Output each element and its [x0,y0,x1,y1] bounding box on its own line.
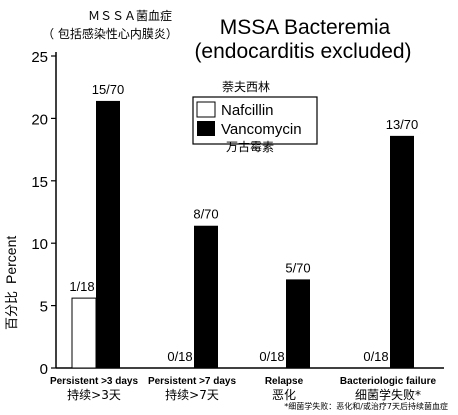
chart-title: MSSA Bacteremia [220,16,391,39]
y-tick-label: 5 [40,299,48,316]
x-tick-label: Persistent >7 days [148,376,237,387]
y-axis-label-group: 百分比 Percent [3,236,20,330]
y-tick-label: 20 [31,111,48,128]
y-tick-label: 15 [31,174,48,191]
x-tick-label-cn: 细菌学失败* [355,387,421,402]
bar-nafcillin [71,297,97,369]
data-label-vancomycin: 8/70 [193,207,218,222]
data-label-vancomycin: 5/70 [285,260,310,275]
bar-vancomycin [390,135,414,368]
data-label-vancomycin: 13/70 [386,117,419,132]
y-tick-label: 10 [31,236,48,253]
legend-nafcillin-label: Nafcillin [221,102,274,119]
data-label-vancomycin: 15/70 [92,82,125,97]
bars: 1/18 15/70 0/18 8/70 0/18 5/70 0/18 13/70 [69,82,419,369]
data-label-nafcillin: 1/18 [69,279,94,294]
x-tick-label: Bacteriologic failure [340,376,437,387]
legend-vancomycin-label: Vancomycin [221,121,302,138]
y-axis-label-cn: 百分比 [5,291,20,330]
bar-vancomycin [96,100,120,368]
y-axis-label: Percent [3,236,19,284]
x-tick-label-cn: 持续>3天 [67,387,121,402]
legend: 萘夫西林 Nafcillin Vancomycin 万古霉素 [192,80,318,154]
x-tick-label-cn: 恶化 [272,388,296,402]
legend-nafcillin-swatch [196,101,216,118]
y-tick-label: 25 [31,49,48,66]
footnote: *细菌学失败：恶化和/或治疗7天后持续菌血症 [284,401,448,411]
data-label-nafcillin: 0/18 [259,349,284,364]
data-label-nafcillin: 0/18 [167,349,192,364]
bar-vancomycin [194,225,218,368]
legend-vancomycin-label-cn: 万古霉素 [226,139,274,154]
x-tick-label-cn: 持续>7天 [165,387,219,402]
legend-vancomycin-swatch [197,121,215,136]
legend-nafcillin-label-cn: 萘夫西林 [222,80,270,94]
chart-subtitle-cn: （ 包括感染性心内膜炎） [42,26,178,41]
chart-title-cn: ＭＳＳＡ菌血症 [88,8,172,23]
x-tick-label: Relapse [265,376,304,387]
data-label-nafcillin: 0/18 [363,349,388,364]
chart-subtitle: (endocarditis excluded) [194,40,411,63]
y-ticks: 0 5 10 15 20 25 [31,49,56,378]
x-tick-label: Persistent >3 days [50,376,139,387]
bar-vancomycin [286,279,310,368]
y-tick-label: 0 [40,361,48,378]
